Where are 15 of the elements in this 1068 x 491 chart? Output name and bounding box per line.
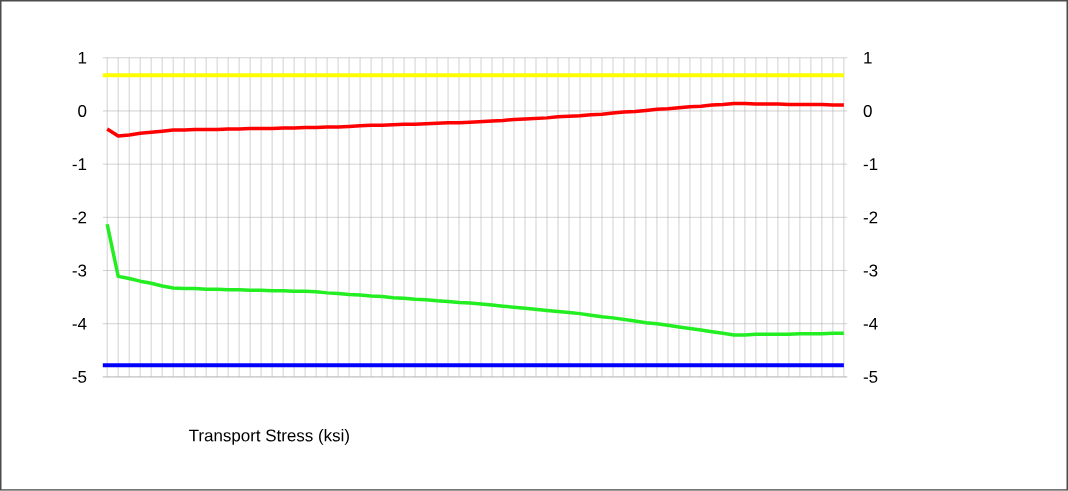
y2-tick-label: -1 <box>863 158 878 171</box>
y-tick-label: 0 <box>78 105 87 118</box>
x-axis-title: Transport Stress (ksi) <box>189 429 349 445</box>
y-tick-label: -2 <box>72 211 87 224</box>
y-tick-label: 1 <box>78 52 87 64</box>
y2-tick-label: 1 <box>864 52 872 64</box>
y-tick-label: -3 <box>72 264 87 277</box>
y-tick-label: -1 <box>72 158 87 171</box>
y2-tick-label: -2 <box>863 211 878 224</box>
y2-tick-label: -3 <box>863 264 878 277</box>
y-tick-label: -5 <box>72 371 87 383</box>
y2-tick-label: -5 <box>863 371 878 383</box>
y-tick-label: -4 <box>72 318 87 330</box>
y2-tick-label: -4 <box>863 318 878 330</box>
y2-tick-label: 0 <box>863 105 872 118</box>
